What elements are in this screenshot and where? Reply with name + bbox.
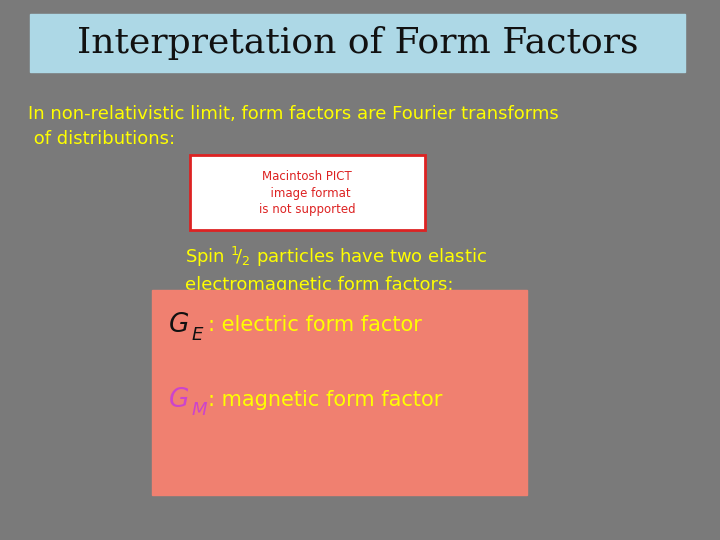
- FancyBboxPatch shape: [190, 155, 425, 230]
- Text: $\mathit{G}$: $\mathit{G}$: [168, 387, 189, 413]
- Text: $\mathit{E}$: $\mathit{E}$: [191, 326, 204, 344]
- Text: Interpretation of Form Factors: Interpretation of Form Factors: [77, 26, 639, 60]
- Text: $\mathit{G}$: $\mathit{G}$: [168, 312, 189, 338]
- Text: : magnetic form factor: : magnetic form factor: [208, 390, 442, 410]
- FancyBboxPatch shape: [152, 290, 527, 495]
- Text: $\mathit{M}$: $\mathit{M}$: [191, 401, 208, 419]
- Text: : electric form factor: : electric form factor: [208, 315, 422, 335]
- Text: In non-relativistic limit, form factors are Fourier transforms
 of distributions: In non-relativistic limit, form factors …: [28, 105, 559, 148]
- Text: Macintosh PICT
  image format
is not supported: Macintosh PICT image format is not suppo…: [258, 171, 355, 215]
- Text: Spin $^1\!/_2$ particles have two elastic
electromagnetic form factors:: Spin $^1\!/_2$ particles have two elasti…: [185, 245, 487, 294]
- FancyBboxPatch shape: [30, 14, 685, 72]
